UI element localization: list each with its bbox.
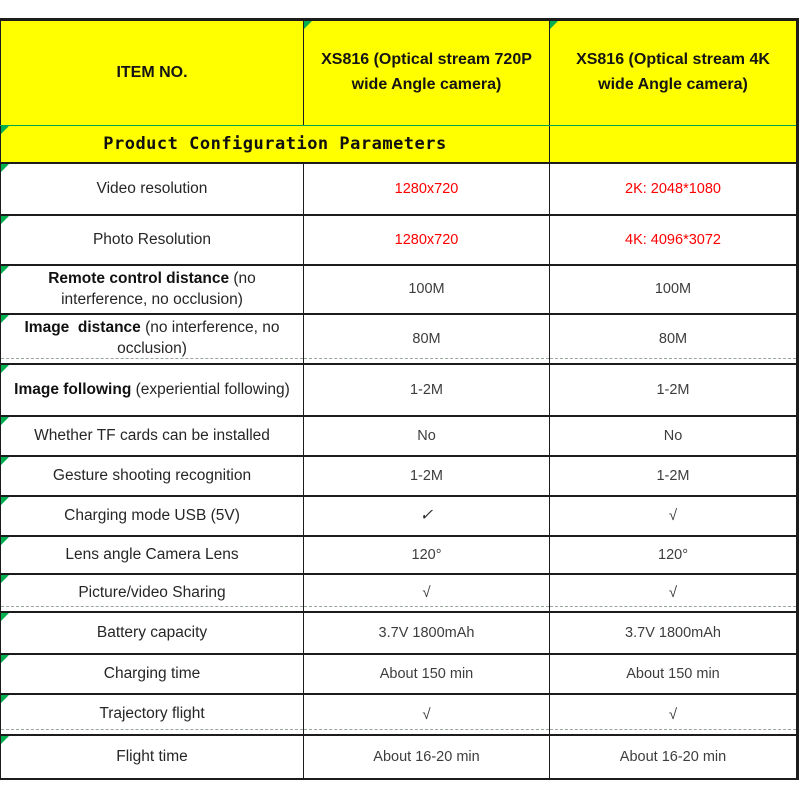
value-cell-4k: 1-2M <box>549 363 798 417</box>
table-row: Gesture shooting recognition 1-2M 1-2M <box>0 455 798 497</box>
table-row: Video resolution 1280x720 2K: 2048*1080 <box>0 162 798 216</box>
row-label: (experiential following) <box>131 380 290 398</box>
row-label: Flight time <box>116 747 188 765</box>
row-label: Gesture shooting recognition <box>52 466 252 484</box>
table-row: Charging mode USB (5V) ✓ √ <box>0 495 798 537</box>
row-label: Charging mode USB (5V) <box>64 506 240 524</box>
row-label-cell: Video resolution <box>0 162 304 216</box>
row-label-bold: Image distance <box>24 319 141 337</box>
row-label-cell: Flight time <box>0 734 304 780</box>
row-label-bold: Image following <box>14 380 132 398</box>
section-band-row: Product Configuration Parameters <box>0 125 798 164</box>
row-label: Video resolution <box>96 179 208 197</box>
header-col-4k: XS816 (Optical stream 4K wide Angle came… <box>549 19 798 126</box>
row-label: Picture/video Sharing <box>78 583 226 601</box>
header-col-720p: XS816 (Optical stream 720P wide Angle ca… <box>303 19 550 126</box>
value-cell-720p: √ <box>303 693 550 736</box>
row-label: (no interference, no occlusion) <box>61 269 261 308</box>
row-label-cell: Whether TF cards can be installed <box>0 415 304 457</box>
table-row: Charging time About 150 min About 150 mi… <box>0 653 798 695</box>
section-title: Product Configuration Parameters <box>0 125 550 164</box>
header-item-no: ITEM NO. <box>0 19 304 126</box>
value-cell-4k: 80M <box>549 313 798 365</box>
row-label-cell: Gesture shooting recognition <box>0 455 304 497</box>
row-label-cell: Charging time <box>0 653 304 695</box>
value-cell-720p: 120° <box>303 535 550 575</box>
row-label-cell: Photo Resolution <box>0 214 304 266</box>
value-cell-720p: 1280x720 <box>303 214 550 266</box>
value-cell-4k: About 150 min <box>549 653 798 695</box>
spec-table-body: Video resolution 1280x720 2K: 2048*1080 … <box>0 162 798 780</box>
row-label-cell: Picture/video Sharing <box>0 573 304 613</box>
value-cell-4k: 2K: 2048*1080 <box>549 162 798 216</box>
value-cell-4k: No <box>549 415 798 457</box>
row-label: Photo Resolution <box>92 230 212 248</box>
section-band-empty-cell <box>549 125 798 164</box>
row-label-cell: Remote control distance (no interference… <box>0 264 304 315</box>
value-cell-4k: √ <box>549 573 798 613</box>
row-label-cell: Lens angle Camera Lens <box>0 535 304 575</box>
table-row: Photo Resolution 1280x720 4K: 4096*3072 <box>0 214 798 266</box>
value-cell-4k: √ <box>549 495 798 537</box>
row-label: Whether TF cards can be installed <box>34 426 270 444</box>
value-cell-4k: 3.7V 1800mAh <box>549 611 798 655</box>
value-cell-720p: 80M <box>303 313 550 365</box>
spec-table: ITEM NO. XS816 (Optical stream 720P wide… <box>0 18 799 780</box>
header-row: ITEM NO. XS816 (Optical stream 720P wide… <box>0 19 798 126</box>
row-label-cell: Image distance (no interference, no occl… <box>0 313 304 365</box>
table-row: Image following (experiential following)… <box>0 363 798 417</box>
value-cell-4k: 4K: 4096*3072 <box>549 214 798 266</box>
row-label: (no interference, no occlusion) <box>117 319 284 357</box>
row-label-cell: Battery capacity <box>0 611 304 655</box>
value-cell-720p: About 150 min <box>303 653 550 695</box>
value-cell-4k: 100M <box>549 264 798 315</box>
row-label: Trajectory flight <box>99 705 205 723</box>
value-cell-4k: About 16-20 min <box>549 734 798 780</box>
value-cell-720p: 3.7V 1800mAh <box>303 611 550 655</box>
row-label-cell: Charging mode USB (5V) <box>0 495 304 537</box>
row-label-bold: Remote control distance <box>48 269 230 287</box>
row-label: Lens angle Camera Lens <box>65 545 239 563</box>
table-row: Flight time About 16-20 min About 16-20 … <box>0 734 798 780</box>
value-cell-720p: 100M <box>303 264 550 315</box>
table-row: Trajectory flight √ √ <box>0 693 798 736</box>
value-cell-4k: 120° <box>549 535 798 575</box>
value-cell-4k: 1-2M <box>549 455 798 497</box>
table-row: Lens angle Camera Lens 120° 120° <box>0 535 798 575</box>
table-row: Battery capacity 3.7V 1800mAh 3.7V 1800m… <box>0 611 798 655</box>
value-cell-720p: No <box>303 415 550 457</box>
value-cell-720p: 1280x720 <box>303 162 550 216</box>
value-cell-4k: √ <box>549 693 798 736</box>
table-row: Image distance (no interference, no occl… <box>0 313 798 365</box>
table-row: Picture/video Sharing √ √ <box>0 573 798 613</box>
value-cell-720p: ✓ <box>303 495 550 537</box>
row-label-cell: Image following (experiential following) <box>0 363 304 417</box>
row-label-cell: Trajectory flight <box>0 693 304 736</box>
value-cell-720p: √ <box>303 573 550 613</box>
row-label: Charging time <box>103 664 201 682</box>
table-row: Whether TF cards can be installed No No <box>0 415 798 457</box>
table-row: Remote control distance (no interference… <box>0 264 798 315</box>
value-cell-720p: 1-2M <box>303 455 550 497</box>
value-cell-720p: About 16-20 min <box>303 734 550 780</box>
row-label: Battery capacity <box>96 623 208 641</box>
value-cell-720p: 1-2M <box>303 363 550 417</box>
